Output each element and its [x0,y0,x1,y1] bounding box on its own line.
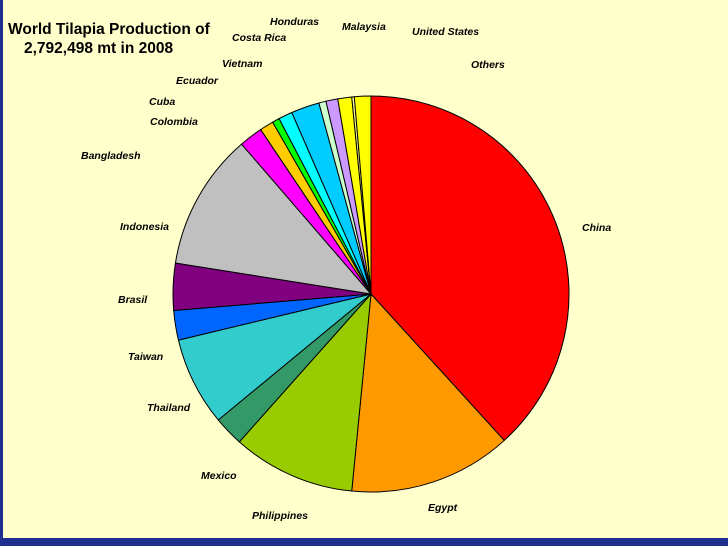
pie-label-indonesia: Indonesia [120,221,169,233]
chart-title-line2: 2,792,498 mt in 2008 [24,40,174,57]
pie-label-taiwan: Taiwan [128,351,163,363]
pie-label-costa-rica: Costa Rica [232,32,286,44]
pie-labels: China Egypt Philippines Mexico Thailand Taiwa… [81,16,611,522]
pie-label-united-states: United States [412,26,479,38]
pie-label-egypt: Egypt [428,502,458,514]
pie-label-ecuador: Ecuador [176,75,219,87]
pie-label-colombia: Colombia [150,116,198,128]
pie-label-brasil: Brasil [118,294,148,306]
pie-label-malaysia: Malaysia [342,21,386,33]
pie-slice-others [353,95,372,295]
pie-label-bangladesh: Bangladesh [81,150,141,162]
pie-label-mexico: Mexico [201,470,237,482]
pie-slice-egypt [351,292,505,493]
pie-label-philippines: Philippines [252,510,308,522]
pie-slice-china [370,95,570,442]
pie-slices [172,95,570,493]
pie-slice-philippines [238,292,372,492]
pie-label-vietnam: Vietnam [222,58,262,70]
pie-slice-indonesia [174,143,373,295]
chart-title: World Tilapia Production of 2,792,498 mt… [8,20,210,58]
chart-title-line1: World Tilapia Production of [8,21,210,38]
pie-label-thailand: Thailand [147,402,191,414]
pie-label-cuba: Cuba [149,96,175,108]
pie-label-others: Others [471,59,505,71]
pie-label-china: China [582,222,611,234]
pie-label-honduras: Honduras [270,16,319,28]
